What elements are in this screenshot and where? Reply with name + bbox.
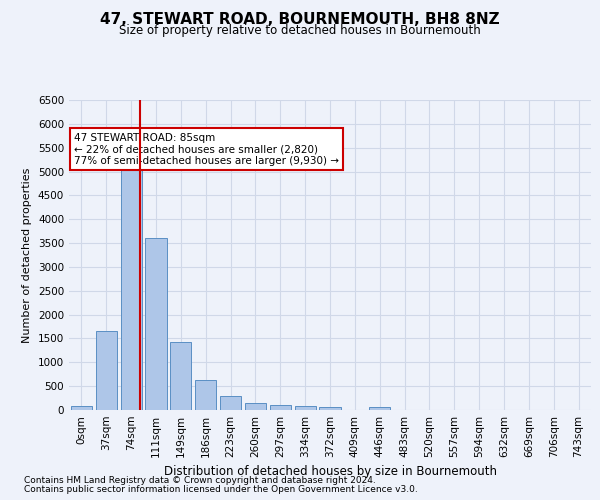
X-axis label: Distribution of detached houses by size in Bournemouth: Distribution of detached houses by size … [163, 466, 497, 478]
Bar [319, 408, 341, 410]
Bar [195, 380, 216, 410]
Bar [145, 238, 167, 410]
Y-axis label: Number of detached properties: Number of detached properties [22, 168, 32, 342]
Bar [270, 405, 291, 410]
Text: Size of property relative to detached houses in Bournemouth: Size of property relative to detached ho… [119, 24, 481, 37]
Text: Contains public sector information licensed under the Open Government Licence v3: Contains public sector information licen… [24, 485, 418, 494]
Bar [220, 396, 241, 410]
Bar [71, 406, 92, 410]
Bar [245, 403, 266, 410]
Bar [96, 332, 117, 410]
Text: Contains HM Land Registry data © Crown copyright and database right 2024.: Contains HM Land Registry data © Crown c… [24, 476, 376, 485]
Bar [369, 406, 390, 410]
Bar [170, 342, 191, 410]
Text: 47 STEWART ROAD: 85sqm
← 22% of detached houses are smaller (2,820)
77% of semi-: 47 STEWART ROAD: 85sqm ← 22% of detached… [74, 132, 339, 166]
Text: 47, STEWART ROAD, BOURNEMOUTH, BH8 8NZ: 47, STEWART ROAD, BOURNEMOUTH, BH8 8NZ [100, 12, 500, 28]
Bar [121, 168, 142, 410]
Bar [295, 406, 316, 410]
